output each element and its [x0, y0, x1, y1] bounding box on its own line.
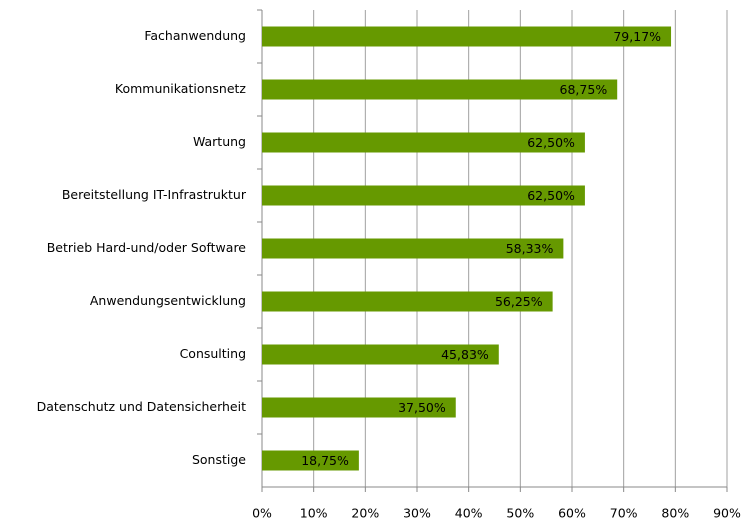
- bar: [262, 397, 456, 418]
- value-label: 68,75%: [560, 82, 608, 97]
- x-tick-label: 20%: [351, 506, 379, 521]
- value-label: 62,50%: [527, 188, 575, 203]
- y-tick-label: Sonstige: [192, 452, 246, 467]
- x-tick-label: 0%: [252, 506, 272, 521]
- value-label: 79,17%: [613, 29, 661, 44]
- y-tick-label: Wartung: [193, 134, 246, 149]
- value-label: 45,83%: [441, 347, 489, 362]
- y-tick-label: Betrieb Hard-und/oder Software: [47, 240, 247, 255]
- y-tick-label: Bereitstellung IT-Infrastruktur: [62, 187, 247, 202]
- y-tick-label: Kommunikationsnetz: [115, 81, 247, 96]
- x-tick-label: 70%: [610, 506, 638, 521]
- x-tick-label: 60%: [558, 506, 586, 521]
- bar: [262, 344, 499, 365]
- y-tick-label: Anwendungsentwicklung: [90, 293, 246, 308]
- x-tick-label: 80%: [661, 506, 689, 521]
- bar: [262, 185, 585, 206]
- value-label: 18,75%: [301, 453, 349, 468]
- y-tick-label: Fachanwendung: [144, 28, 246, 43]
- bar: [262, 291, 553, 312]
- x-tick-label: 50%: [506, 506, 534, 521]
- bar: [262, 450, 359, 471]
- x-tick-label: 40%: [455, 506, 483, 521]
- value-label: 62,50%: [527, 135, 575, 150]
- x-tick-label: 90%: [713, 506, 741, 521]
- y-tick-label: Consulting: [180, 346, 246, 361]
- x-tick-label: 30%: [403, 506, 431, 521]
- value-label: 37,50%: [398, 400, 446, 415]
- bar: [262, 132, 585, 153]
- value-label: 58,33%: [506, 241, 554, 256]
- bar: [262, 238, 564, 259]
- bar: [262, 79, 618, 100]
- bar: [262, 26, 672, 47]
- x-tick-label: 10%: [300, 506, 328, 521]
- y-tick-label: Datenschutz und Datensicherheit: [37, 399, 246, 414]
- value-label: 56,25%: [495, 294, 543, 309]
